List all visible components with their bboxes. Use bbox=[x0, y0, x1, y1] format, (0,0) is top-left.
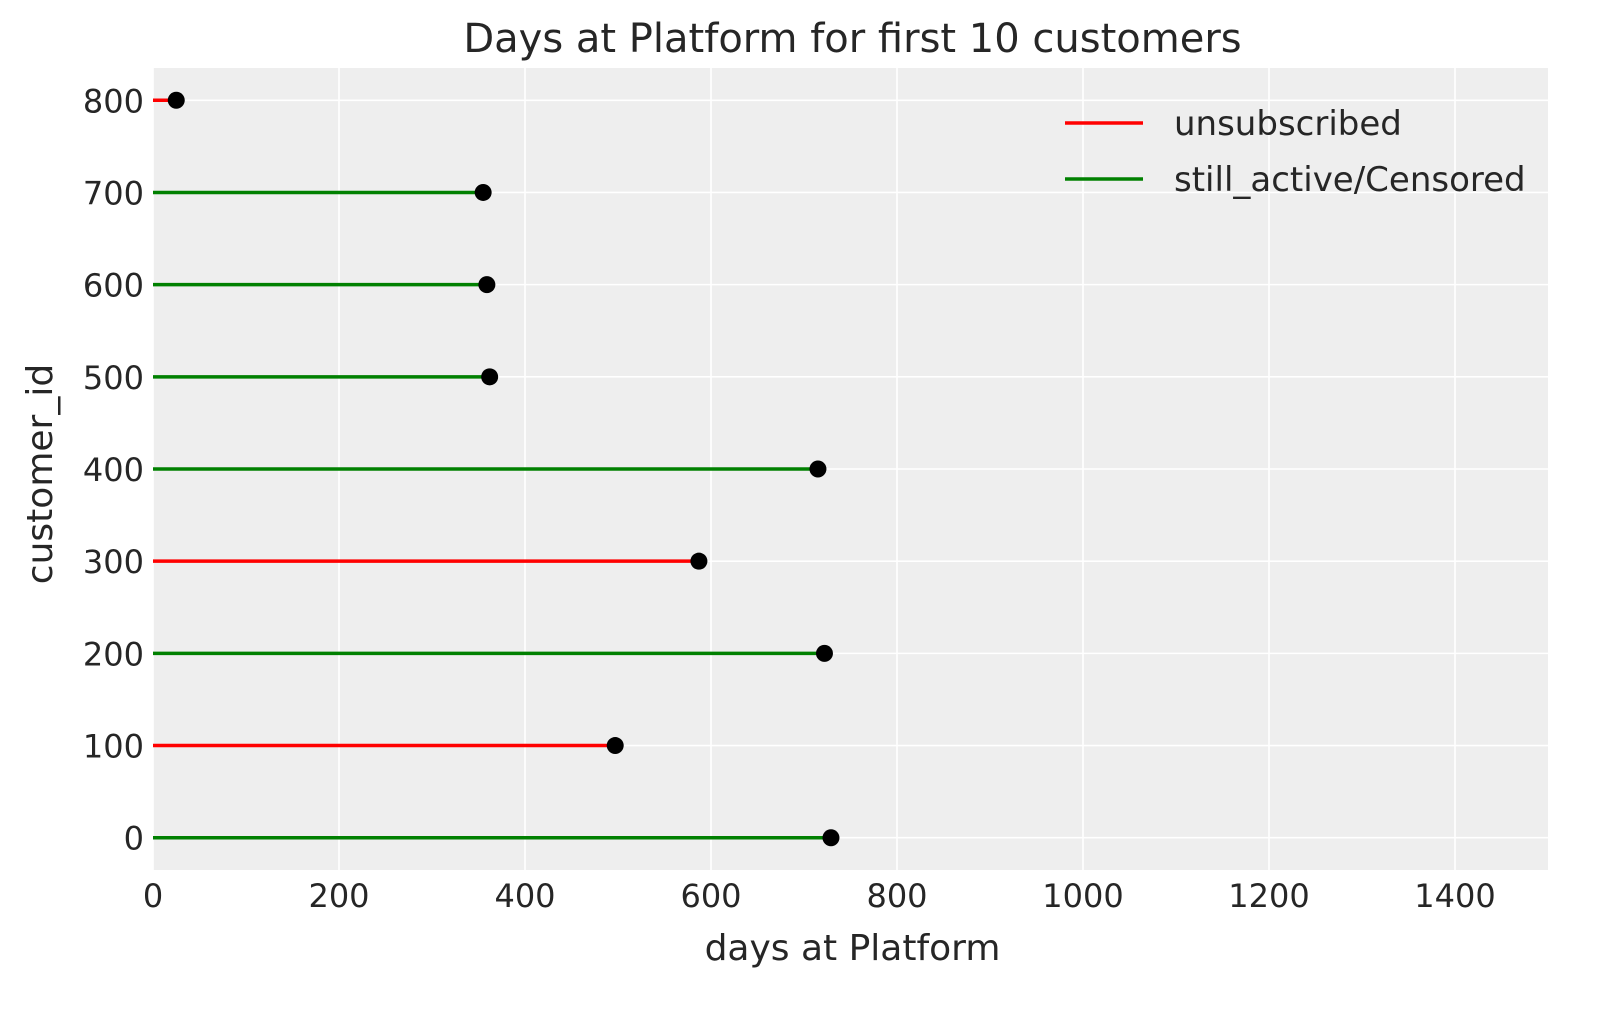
y-tick-label: 100 bbox=[83, 728, 144, 766]
y-tick-label: 500 bbox=[83, 359, 144, 397]
event-point-500 bbox=[481, 368, 499, 386]
x-tick-label: 800 bbox=[866, 877, 927, 915]
event-point-600 bbox=[478, 276, 496, 294]
y-tick-label: 0 bbox=[124, 820, 144, 858]
event-point-400 bbox=[809, 460, 827, 478]
x-tick-label: 1400 bbox=[1414, 877, 1495, 915]
chart-title: Days at Platform for first 10 customers bbox=[463, 16, 1241, 62]
y-tick-label: 700 bbox=[83, 174, 144, 212]
x-tick-label: 200 bbox=[308, 877, 369, 915]
x-axis-label: days at Platform bbox=[705, 928, 1001, 969]
y-tick-label: 300 bbox=[83, 543, 144, 581]
y-tick-label: 600 bbox=[83, 267, 144, 305]
x-axis-ticks: 0 200 400 600 800 1000 1200 1400 bbox=[143, 877, 1496, 915]
y-tick-label: 400 bbox=[83, 451, 144, 489]
legend: unsubscribed still_active/Censored bbox=[1065, 104, 1526, 200]
y-tick-label: 800 bbox=[83, 82, 144, 120]
y-tick-label: 200 bbox=[83, 635, 144, 673]
event-point-700 bbox=[474, 183, 492, 201]
event-point-200 bbox=[815, 644, 833, 662]
event-point-800 bbox=[167, 91, 185, 109]
event-point-0 bbox=[822, 829, 840, 847]
x-tick-label: 600 bbox=[680, 877, 741, 915]
x-tick-label: 400 bbox=[494, 877, 555, 915]
event-point-100 bbox=[606, 737, 624, 755]
x-tick-label: 0 bbox=[143, 877, 163, 915]
y-axis-ticks: 0 100 200 300 400 500 600 700 800 bbox=[83, 82, 144, 857]
legend-label-still-active: still_active/Censored bbox=[1174, 160, 1526, 200]
legend-label-unsubscribed: unsubscribed bbox=[1174, 104, 1402, 144]
y-axis-label: customer_id bbox=[20, 364, 61, 584]
x-tick-label: 1200 bbox=[1228, 877, 1309, 915]
x-tick-label: 1000 bbox=[1042, 877, 1123, 915]
event-points bbox=[167, 91, 840, 847]
event-point-300 bbox=[690, 552, 708, 570]
lifetime-segments bbox=[153, 98, 831, 840]
